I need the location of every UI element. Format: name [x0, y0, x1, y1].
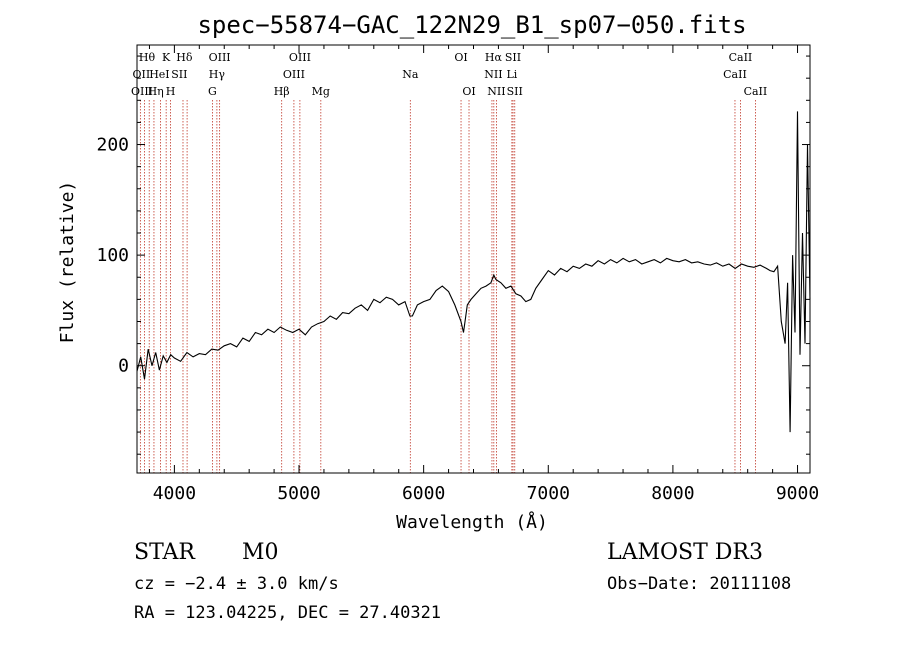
line-label-13: OIII — [283, 68, 305, 81]
x-tick-label: 9000 — [776, 483, 819, 504]
object-subclass: M0 — [242, 540, 279, 565]
line-label-6: Hα — [485, 51, 503, 64]
line-label-12: Hγ — [209, 68, 226, 81]
line-label-17: CaII — [723, 68, 747, 81]
x-tick-label: 4000 — [153, 483, 196, 504]
line-label-15: NII — [484, 68, 502, 81]
spectrum-line — [136, 111, 811, 433]
line-label-7: SII — [505, 51, 521, 64]
y-axis-ticks: 0 100 200 — [96, 55, 810, 455]
y-axis-label: Flux (relative) — [57, 181, 78, 344]
line-label-4: OIII — [289, 51, 311, 64]
object-class: STAR — [134, 540, 195, 565]
line-label-2: Hδ — [176, 51, 193, 64]
line-label-1: K — [162, 51, 171, 64]
line-label-23: Mg — [312, 85, 330, 98]
line-label-25: NII — [487, 85, 505, 98]
x-axis-label: Wavelength (Å) — [396, 511, 548, 533]
line-label-27: CaII — [744, 85, 768, 98]
line-label-26: SII — [507, 85, 523, 98]
survey-name: LAMOST DR3 — [607, 540, 763, 565]
spectral-line-markers — [139, 100, 756, 473]
line-label-0: Hθ — [139, 51, 156, 64]
line-label-9: OII — [133, 68, 151, 81]
line-label-10: HeI — [149, 68, 169, 81]
line-label-22: Hβ — [274, 85, 290, 98]
line-label-8: CaII — [729, 51, 753, 64]
line-label-19: Hη — [148, 85, 164, 98]
line-label-21: G — [208, 85, 217, 98]
observation-date: Obs−Date: 20111108 — [607, 574, 792, 594]
chart-title: spec−55874−GAC_122N29_B1_sp07−050.fits — [197, 11, 746, 39]
line-label-18: OIII — [131, 85, 153, 98]
line-label-16: Li — [506, 68, 517, 81]
x-tick-label: 5000 — [277, 483, 320, 504]
x-axis-ticks: 4000 5000 6000 7000 8000 9000 — [148, 45, 819, 504]
x-tick-label: 8000 — [651, 483, 694, 504]
y-tick-label: 0 — [118, 356, 129, 377]
y-tick-label: 200 — [96, 135, 129, 156]
x-tick-label: 6000 — [402, 483, 445, 504]
line-label-24: OI — [462, 85, 475, 98]
y-tick-label: 100 — [96, 245, 129, 266]
line-label-3: OIII — [209, 51, 231, 64]
redshift-cz: cz = −2.4 ± 3.0 km/s — [134, 574, 339, 594]
line-label-14: Na — [402, 68, 419, 81]
plot-frame — [136, 44, 811, 474]
x-tick-label: 7000 — [527, 483, 570, 504]
line-label-20: H — [166, 85, 176, 98]
line-label-11: SII — [171, 68, 187, 81]
line-label-5: OI — [454, 51, 467, 64]
ra-dec-coordinates: RA = 123.04225, DEC = 27.40321 — [134, 603, 442, 623]
